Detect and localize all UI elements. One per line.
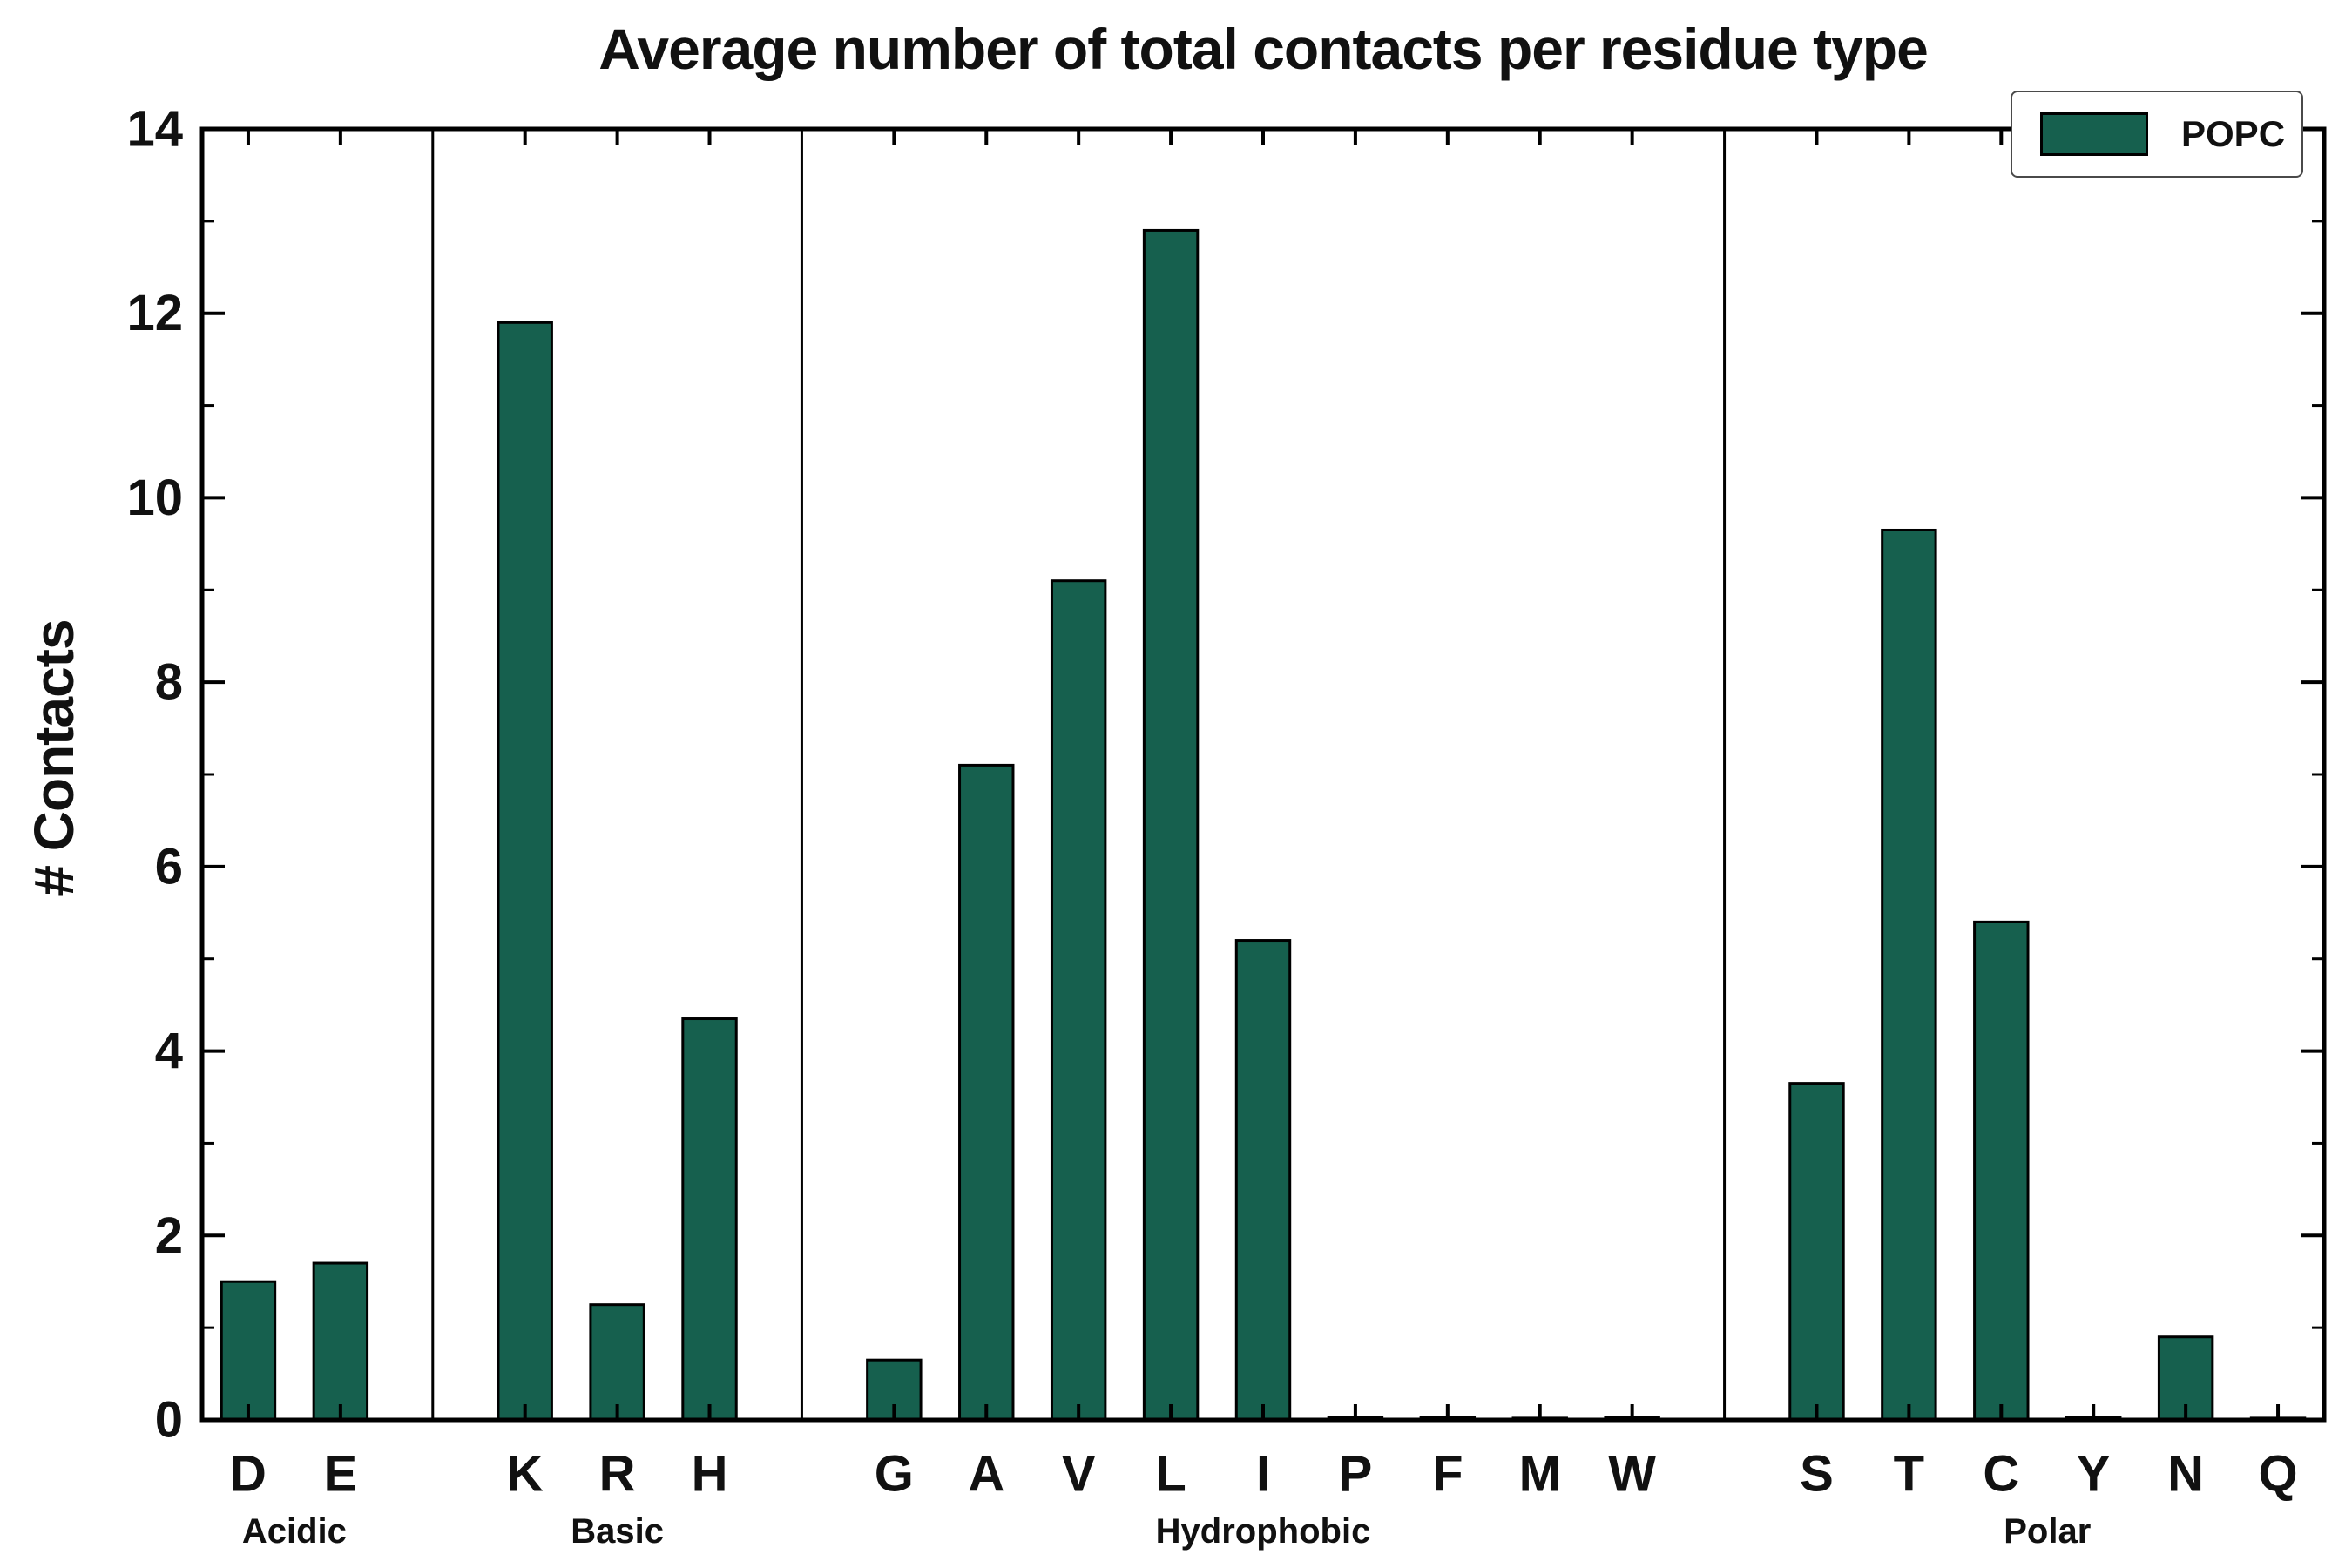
bar-S bbox=[1788, 1082, 1845, 1422]
legend-label: POPC bbox=[2181, 113, 2286, 154]
bar-I bbox=[1234, 939, 1292, 1422]
bar-D bbox=[220, 1280, 277, 1422]
chart-title: Average number of total contacts per res… bbox=[598, 17, 1929, 81]
x-tick-label-A: A bbox=[968, 1446, 1004, 1503]
x-tick-label-N: N bbox=[2167, 1446, 2204, 1503]
y-tick-label: 10 bbox=[126, 470, 183, 526]
x-tick-label-I: I bbox=[1256, 1446, 1270, 1503]
x-tick-label-D: D bbox=[230, 1446, 267, 1503]
x-tick-label-M: M bbox=[1519, 1446, 1561, 1503]
x-tick-label-W: W bbox=[1608, 1446, 1656, 1503]
x-tick-label-C: C bbox=[1983, 1446, 2019, 1503]
group-label-acidic: Acidic bbox=[242, 1512, 347, 1551]
x-tick-label-G: G bbox=[875, 1446, 914, 1503]
group-label-polar: Polar bbox=[2004, 1512, 2091, 1551]
x-tick-label-T: T bbox=[1894, 1446, 1924, 1503]
bar-T bbox=[1881, 528, 1937, 1422]
legend-swatch-popc bbox=[2040, 112, 2148, 156]
bar-V bbox=[1050, 579, 1107, 1422]
y-tick-label: 8 bbox=[155, 654, 183, 711]
x-tick-label-K: K bbox=[507, 1446, 544, 1503]
bar-R bbox=[589, 1303, 645, 1422]
x-tick-label-P: P bbox=[1339, 1446, 1373, 1503]
bar-L bbox=[1142, 228, 1200, 1422]
x-tick-label-E: E bbox=[324, 1446, 358, 1503]
y-axis-label: # Contacts bbox=[23, 619, 85, 896]
bar-E bbox=[312, 1261, 369, 1422]
legend: POPC bbox=[2011, 91, 2303, 178]
x-tick-label-H: H bbox=[692, 1446, 728, 1503]
bar-H bbox=[681, 1017, 738, 1422]
x-tick-label-R: R bbox=[599, 1446, 636, 1503]
x-tick-label-F: F bbox=[1432, 1446, 1463, 1503]
bar-C bbox=[1973, 920, 2030, 1422]
x-tick-label-S: S bbox=[1800, 1446, 1834, 1503]
y-tick-label: 12 bbox=[126, 285, 183, 341]
group-label-hydrophobic: Hydrophobic bbox=[1156, 1512, 1371, 1551]
y-tick-label: 14 bbox=[126, 101, 183, 158]
x-tick-label-Y: Y bbox=[2077, 1446, 2111, 1503]
x-tick-label-Q: Q bbox=[2258, 1446, 2297, 1503]
y-tick-label: 4 bbox=[155, 1023, 183, 1079]
x-tick-label-L: L bbox=[1155, 1446, 1186, 1503]
y-tick-label: 2 bbox=[155, 1207, 183, 1264]
bar-K bbox=[497, 321, 553, 1422]
bar-A bbox=[958, 763, 1015, 1422]
y-tick-label: 6 bbox=[155, 838, 183, 895]
y-tick-label: 0 bbox=[155, 1392, 183, 1449]
x-tick-label-V: V bbox=[1062, 1446, 1096, 1503]
group-label-basic: Basic bbox=[571, 1512, 664, 1551]
